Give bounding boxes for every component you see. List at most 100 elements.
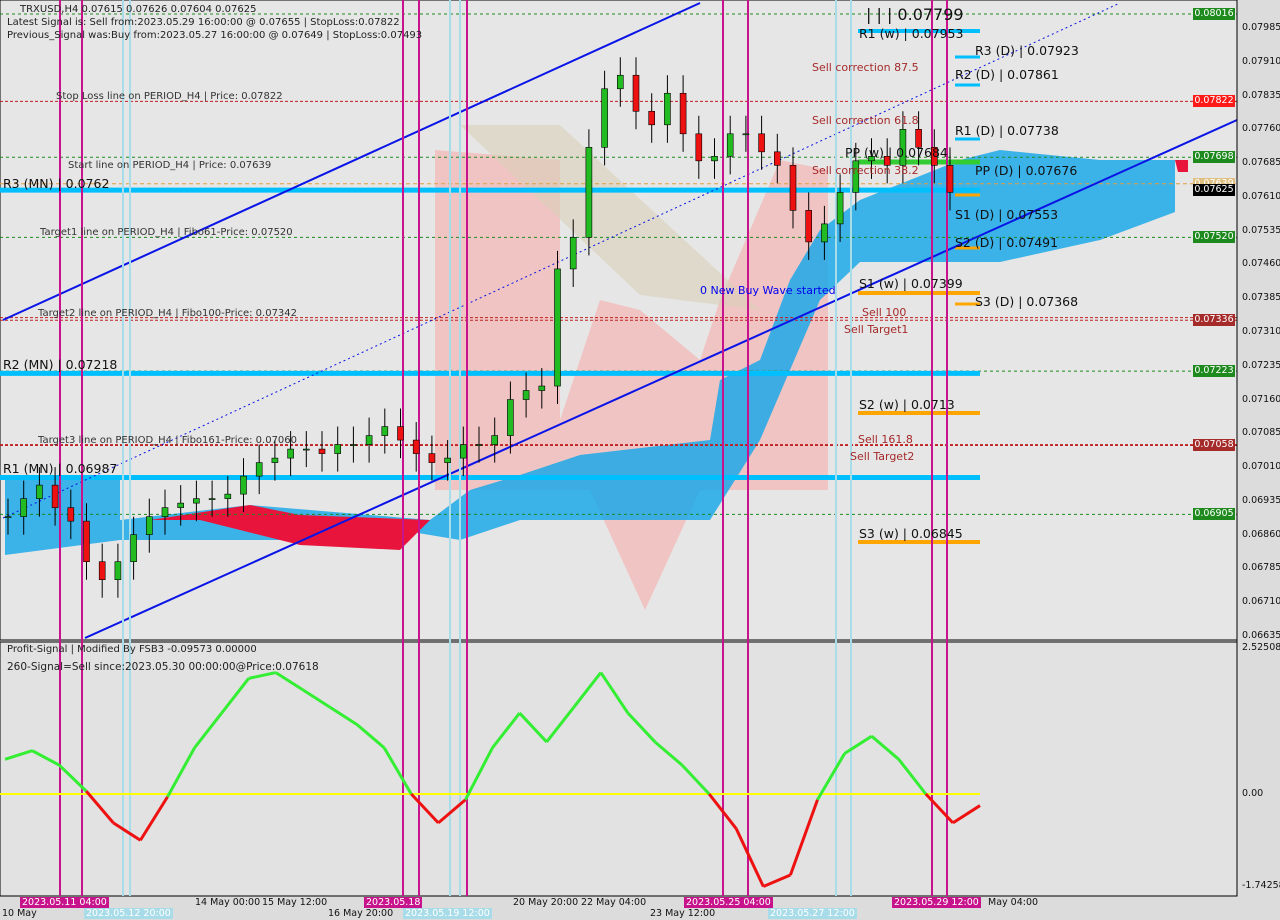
candle: [51, 484, 59, 508]
candle: [271, 457, 279, 463]
candle: [318, 448, 326, 454]
channel-mid: [2, 2, 1121, 519]
price-tick: 0.07760: [1242, 123, 1280, 135]
candle: [114, 561, 122, 581]
price-tick: 0.07685: [1242, 157, 1280, 169]
price-tick: 0.07460: [1242, 258, 1280, 270]
oscillator-segment: [491, 712, 521, 749]
candle: [475, 444, 483, 446]
pivot-pp-w: PP (w) | 0.07684: [845, 145, 948, 160]
signal-time-badge: 2023.05.19 12:00: [403, 908, 492, 919]
price-tick: 0.07235: [1242, 359, 1280, 371]
pivot-r2-d: R2 (D) | 0.07861: [955, 67, 1059, 82]
oscillator-segment: [437, 798, 467, 825]
oscillator-segment: [464, 747, 494, 801]
candle: [177, 502, 184, 508]
oscillator-segment: [518, 712, 548, 743]
price-badge: 0.08016: [1193, 8, 1235, 20]
watermark-shape: [460, 125, 760, 310]
signal-time-badge: 2023.05.12 20:00: [84, 908, 173, 919]
oscillator-segment: [680, 764, 711, 796]
target1-label: Target1 line on PERIOD_H4 | Fibo61-Price…: [40, 227, 293, 238]
oscillator-segment: [302, 688, 331, 709]
price-tick: 0.06635: [1242, 630, 1280, 641]
candle: [726, 133, 734, 157]
oscillator-segment: [220, 677, 250, 714]
candle: [302, 448, 310, 451]
oscillator-segment: [545, 706, 575, 743]
candle: [601, 88, 608, 148]
watermark-shape: [435, 150, 828, 610]
oscillator-segment: [707, 793, 738, 830]
symbol-ohlc: TRXUSD,H4 0.07615 0.07626 0.07604 0.0762…: [20, 4, 257, 15]
oscillator-segment: [31, 749, 60, 767]
price-tick: 0.07160: [1242, 393, 1280, 405]
indicator-pane: [0, 641, 1238, 897]
price-badge: 0.07058: [1193, 439, 1235, 452]
target3-label: Target3 line on PERIOD_H4 | Fibo161-Pric…: [38, 435, 298, 446]
sell-correction-875: Sell correction 87.5: [812, 61, 919, 74]
price-tick: 0.06935: [1242, 494, 1280, 506]
candle: [130, 534, 137, 562]
candle: [67, 507, 75, 522]
candle: [83, 520, 90, 562]
price-tick: 0.06710: [1242, 596, 1280, 608]
candle: [287, 448, 294, 459]
oscillator-segment: [166, 747, 196, 798]
price-tick: 0.06860: [1242, 528, 1280, 540]
indicator-tick: 2.52508: [1242, 642, 1280, 653]
indicator-tick: -1.74258: [1242, 880, 1280, 891]
candle: [711, 156, 718, 162]
candle: [836, 192, 844, 225]
price-badge: 0.07336: [1193, 314, 1235, 327]
candle: [459, 444, 467, 459]
price-tick: 0.07010: [1242, 461, 1280, 473]
candle: [146, 516, 153, 535]
ichimoku-cloud-bear: [1175, 160, 1188, 172]
pivot-top: | | | 0.07799: [866, 5, 964, 24]
oscillator-segment: [139, 796, 169, 842]
price-tick: 0.07385: [1242, 292, 1280, 304]
start-line-label: Start line on PERIOD_H4 | Price: 0.07639: [68, 160, 272, 171]
candle: [444, 457, 451, 463]
candle: [773, 151, 781, 166]
candle: [883, 156, 891, 166]
pivot-r3-mn: R3 (MN) | 0.0762: [3, 176, 110, 191]
price-tick: 0.07310: [1242, 325, 1280, 337]
price-badge: 0.07698: [1193, 151, 1235, 164]
ichimoku-cloud-bear: [150, 505, 430, 550]
price-badge: 0.06905: [1193, 508, 1235, 521]
price-badge: 0.07625: [1193, 184, 1235, 197]
signal-time-badge: 2023.05.11 04:00: [20, 897, 109, 908]
candle: [632, 74, 640, 112]
candle: [334, 444, 342, 454]
target2-label: Target2 line on PERIOD_H4 | Fibo100-Pric…: [38, 308, 298, 319]
candle: [365, 435, 373, 445]
sell-correction-382: Sell correction 38.2: [812, 164, 919, 177]
indicator-tick: 0.00: [1242, 788, 1264, 799]
sell-1618-label: Sell 161.8: [858, 433, 913, 446]
price-tick: 0.07610: [1242, 190, 1280, 202]
candle: [36, 484, 43, 499]
signal-time-badge: 2023.05.18: [364, 897, 423, 908]
candle: [161, 507, 169, 517]
pivot-pp-d: PP (D) | 0.07676: [975, 163, 1078, 178]
pivot-s1-d: S1 (D) | 0.07553: [955, 207, 1059, 222]
candle: [397, 426, 404, 441]
candle: [538, 385, 546, 391]
oscillator-segment: [410, 792, 440, 824]
oscillator-segment: [789, 799, 819, 876]
candle: [679, 92, 687, 135]
oscillator-segment: [356, 723, 386, 749]
pivot-s3-d: S3 (D) | 0.07368: [975, 294, 1079, 309]
oscillator-segment: [843, 734, 873, 755]
sell-100-label: Sell 100: [862, 306, 907, 319]
candle: [758, 133, 765, 153]
price-tick: 0.06785: [1242, 562, 1280, 574]
pivot-s3-w: S3 (w) | 0.06845: [859, 526, 963, 541]
oscillator-segment: [952, 804, 981, 825]
time-label: 16 May 20:00: [328, 908, 394, 919]
time-label: 10 May: [2, 908, 37, 919]
pivot-s1-w: S1 (w) | 0.07399: [859, 276, 963, 291]
